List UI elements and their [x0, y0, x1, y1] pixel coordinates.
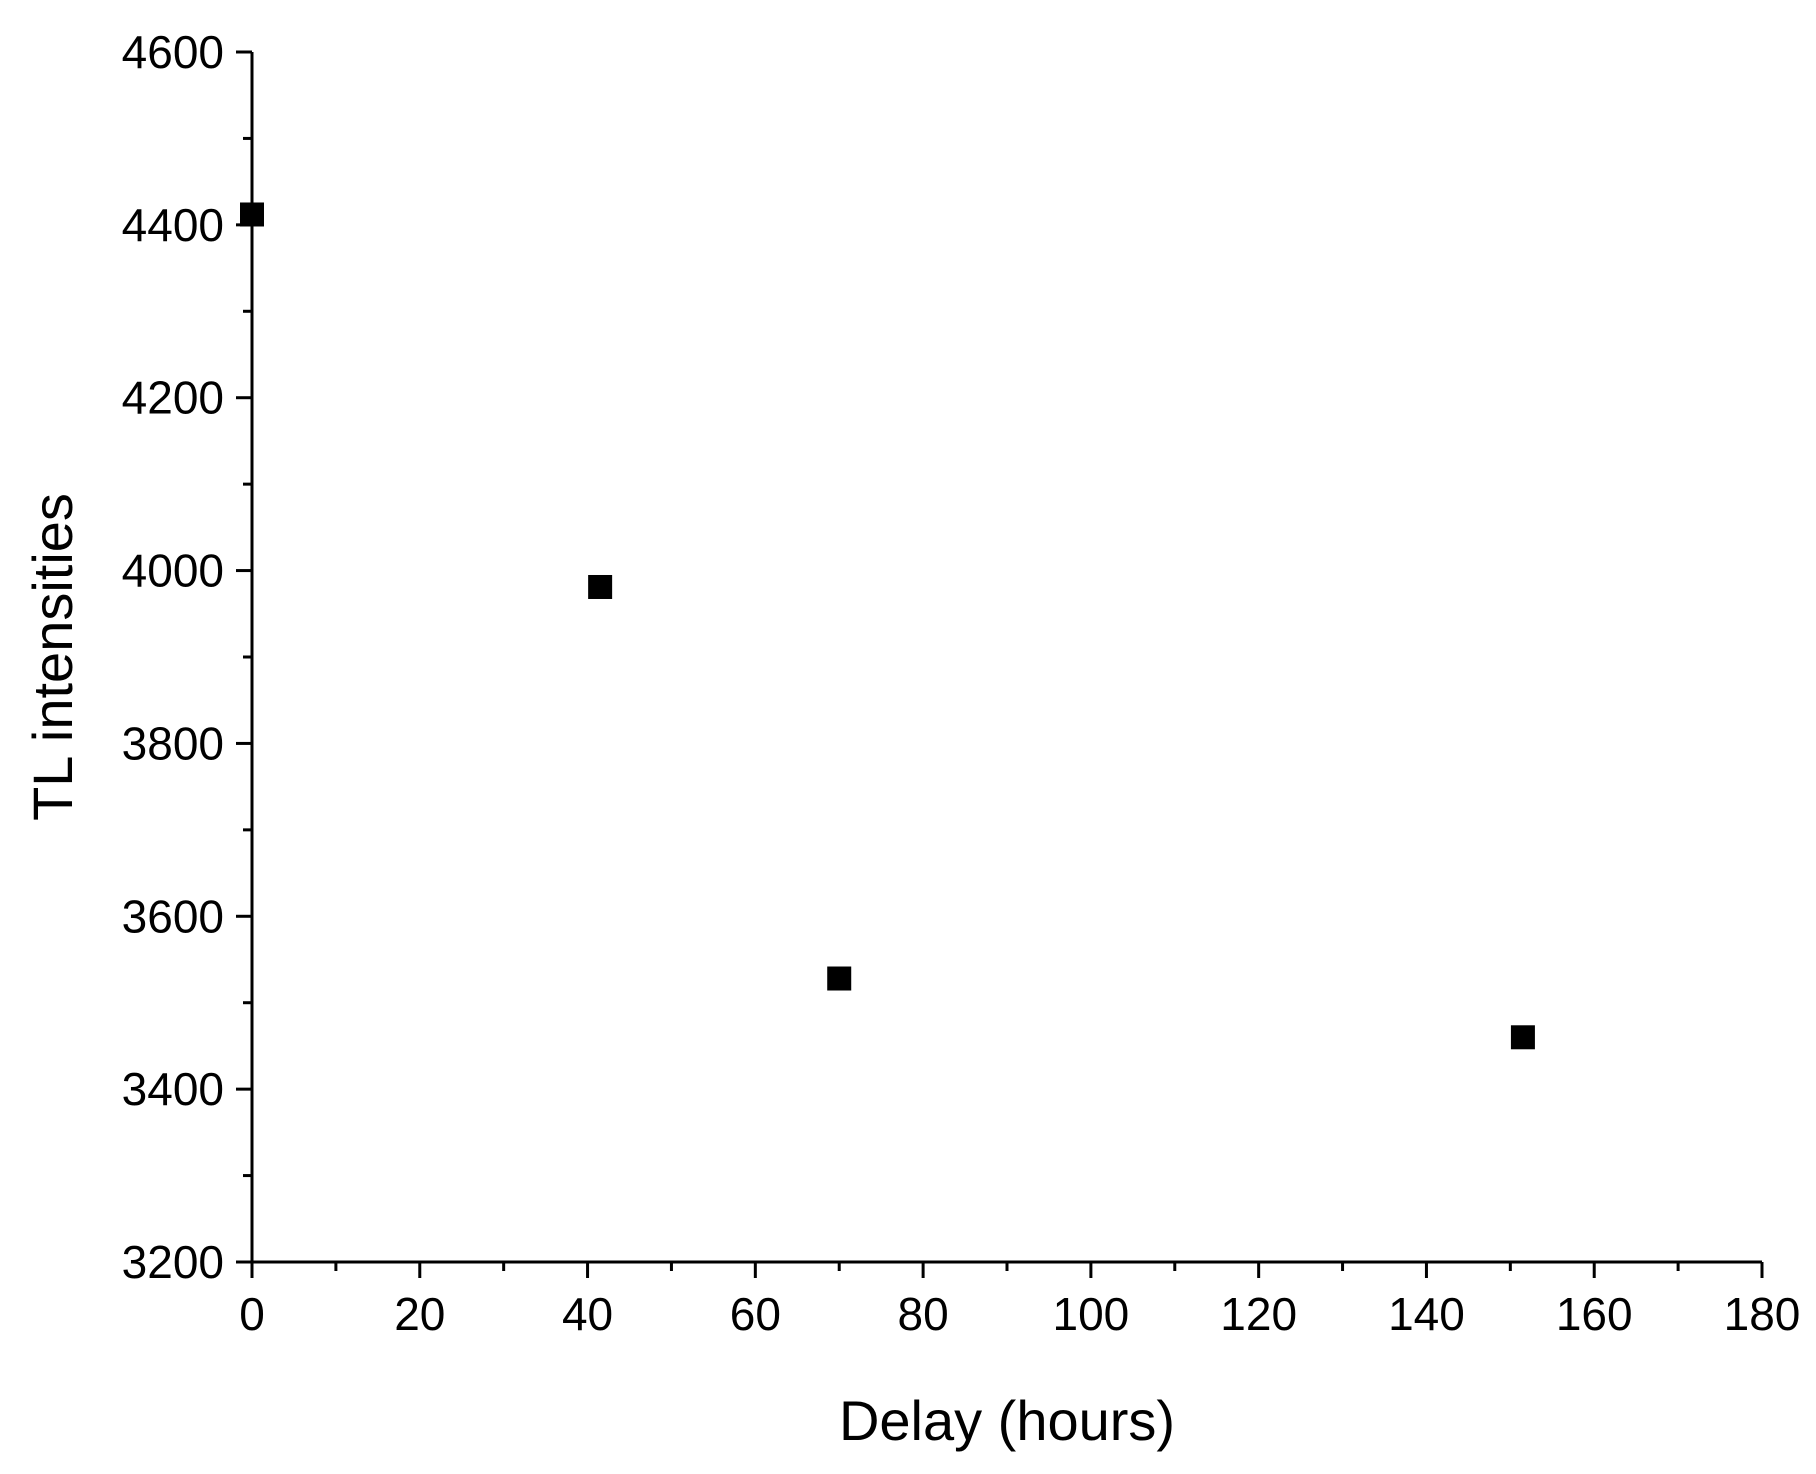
data-points — [240, 202, 1535, 1050]
x-tick-label: 60 — [730, 1288, 781, 1340]
data-point — [827, 966, 852, 991]
y-tick-label: 4200 — [122, 372, 224, 424]
data-point — [1510, 1025, 1535, 1050]
y-tick-label: 4000 — [122, 545, 224, 597]
y-tick-label: 3400 — [122, 1063, 224, 1115]
x-tick-label: 160 — [1556, 1288, 1633, 1340]
ticks — [236, 50, 1764, 1278]
data-point — [240, 202, 264, 227]
data-point — [588, 574, 613, 599]
y-tick-label: 4600 — [122, 26, 224, 78]
x-axis-title: Delay (hours) — [839, 1389, 1175, 1452]
x-tick-label: 80 — [898, 1288, 949, 1340]
y-axis-title: TL intensities — [21, 493, 84, 821]
y-tick-label: 3600 — [122, 890, 224, 942]
x-tick-label: 20 — [394, 1288, 445, 1340]
x-tick-label: 0 — [239, 1288, 265, 1340]
y-tick-label: 3800 — [122, 717, 224, 769]
y-tick-label: 3200 — [122, 1236, 224, 1288]
x-tick-label: 180 — [1724, 1288, 1801, 1340]
x-tick-label: 120 — [1220, 1288, 1297, 1340]
x-tick-label: 140 — [1388, 1288, 1465, 1340]
x-tick-label: 40 — [562, 1288, 613, 1340]
tick-labels: 0 20 40 60 80 100 120 140 160 180 3200 3400 3600 3800… — [122, 26, 1801, 1340]
axes — [250, 52, 1762, 1264]
x-tick-label: 100 — [1053, 1288, 1130, 1340]
y-tick-label: 4400 — [122, 199, 224, 251]
